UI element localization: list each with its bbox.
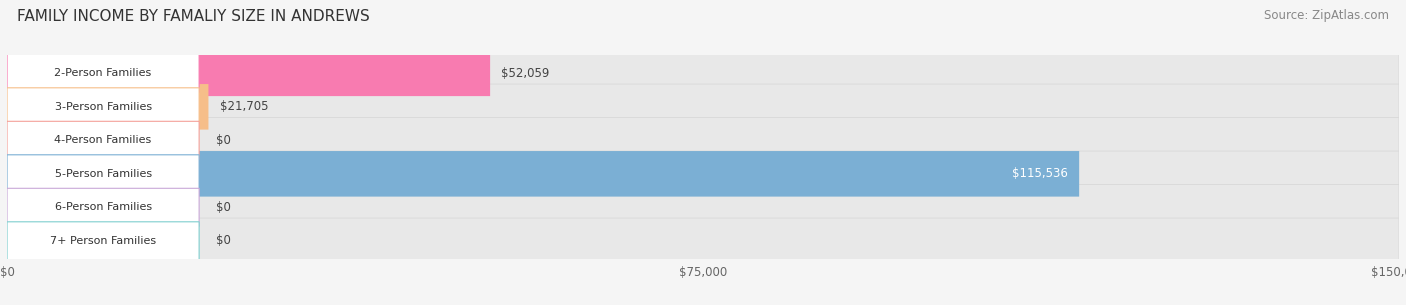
Text: $0: $0 (217, 134, 231, 147)
Text: 6-Person Families: 6-Person Families (55, 202, 152, 212)
FancyBboxPatch shape (7, 88, 200, 126)
FancyBboxPatch shape (7, 151, 1080, 197)
Text: $21,705: $21,705 (219, 100, 269, 113)
FancyBboxPatch shape (7, 218, 1399, 264)
FancyBboxPatch shape (7, 121, 200, 159)
FancyBboxPatch shape (7, 151, 1399, 197)
FancyBboxPatch shape (7, 188, 200, 226)
FancyBboxPatch shape (7, 51, 491, 96)
Text: $0: $0 (217, 201, 231, 214)
Text: $115,536: $115,536 (1012, 167, 1069, 180)
FancyBboxPatch shape (7, 84, 1399, 130)
FancyBboxPatch shape (7, 185, 1399, 230)
FancyBboxPatch shape (7, 117, 1399, 163)
FancyBboxPatch shape (7, 222, 200, 260)
FancyBboxPatch shape (7, 54, 200, 92)
Text: 7+ Person Families: 7+ Person Families (51, 236, 156, 246)
FancyBboxPatch shape (7, 155, 200, 193)
Text: $0: $0 (217, 234, 231, 247)
Text: 4-Person Families: 4-Person Families (55, 135, 152, 145)
Text: 3-Person Families: 3-Person Families (55, 102, 152, 112)
FancyBboxPatch shape (7, 84, 208, 130)
Text: Source: ZipAtlas.com: Source: ZipAtlas.com (1264, 9, 1389, 22)
Text: 5-Person Families: 5-Person Families (55, 169, 152, 179)
Text: FAMILY INCOME BY FAMALIY SIZE IN ANDREWS: FAMILY INCOME BY FAMALIY SIZE IN ANDREWS (17, 9, 370, 24)
Text: 2-Person Families: 2-Person Families (55, 68, 152, 78)
Text: $52,059: $52,059 (502, 67, 550, 80)
FancyBboxPatch shape (7, 51, 1399, 96)
